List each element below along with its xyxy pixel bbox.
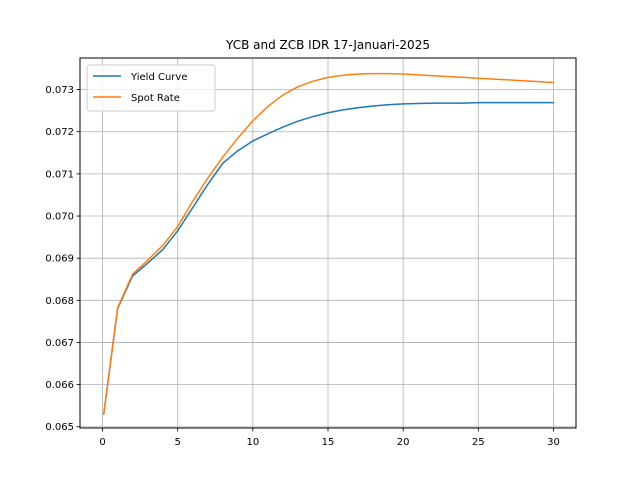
series-line-yield-curve [102,101,555,415]
y-tick-label: 0.073 [45,85,74,96]
y-tick-label: 0.071 [45,169,74,180]
x-tick-label: 30 [547,437,560,448]
y-tick-label: 0.066 [45,380,74,391]
legend-label-spot-rate: Spot Rate [131,93,180,104]
y-tick-label: 0.067 [45,338,74,349]
x-tick-label: 0 [99,437,105,448]
x-axis: 0 5 10 15 20 25 30 [99,428,560,448]
y-tick-label: 0.070 [45,212,74,223]
y-axis: 0.065 0.066 0.067 0.068 0.069 0.070 0.071 0.072… [45,85,80,433]
y-tick-label: 0.069 [45,254,74,265]
y-tick-label: 0.072 [45,127,74,138]
chart-title: YCB and ZCB IDR 17-Januari-2025 [225,38,430,52]
x-tick-label: 25 [472,437,485,448]
y-tick-label: 0.065 [45,422,74,433]
x-tick-label: 10 [246,437,259,448]
grid [80,58,576,428]
y-tick-label: 0.068 [45,296,74,307]
legend: Yield Curve Spot Rate [86,64,216,112]
series-group [102,72,555,415]
x-tick-label: 20 [397,437,410,448]
legend-label-yield-curve: Yield Curve [130,72,188,83]
x-tick-label: 5 [175,437,181,448]
x-tick-label: 15 [322,437,335,448]
series-line-spot-rate [102,72,555,415]
